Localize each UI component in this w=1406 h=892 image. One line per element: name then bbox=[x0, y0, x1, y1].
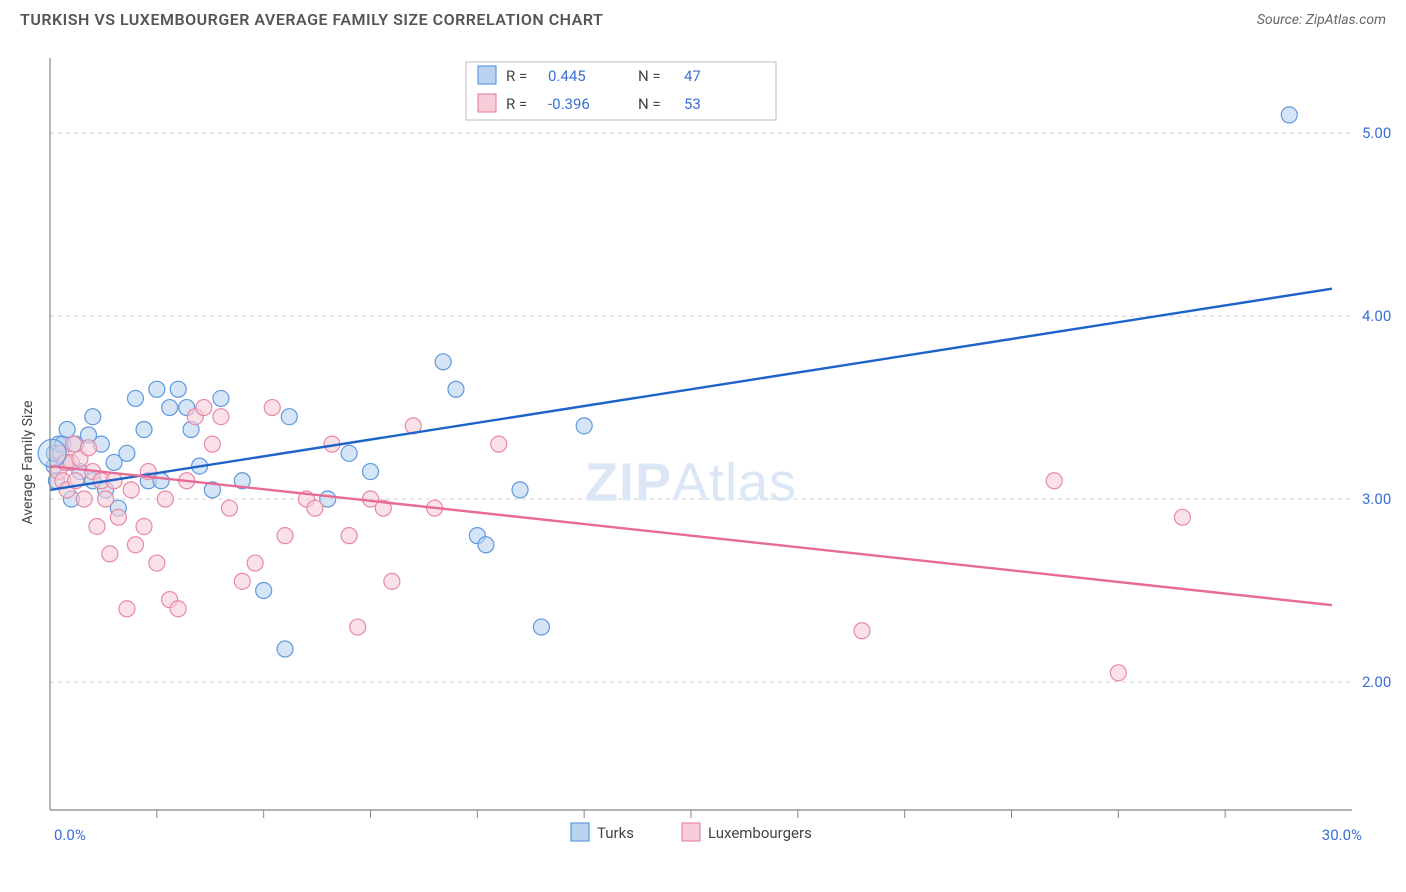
x-tick-label: 30.0% bbox=[1322, 826, 1362, 844]
data-point-luxembourgers bbox=[123, 482, 139, 498]
legend-r-value: 0.445 bbox=[548, 67, 586, 85]
data-point-luxembourgers bbox=[350, 619, 366, 635]
data-point-turks bbox=[162, 400, 178, 416]
data-point-turks bbox=[363, 464, 379, 480]
legend-n-label: N = bbox=[638, 67, 661, 85]
legend-n-value: 47 bbox=[684, 67, 701, 85]
chart-title: TURKISH VS LUXEMBOURGER AVERAGE FAMILY S… bbox=[20, 10, 603, 29]
data-point-turks bbox=[576, 418, 592, 434]
data-point-turks bbox=[59, 422, 75, 438]
data-point-luxembourgers bbox=[221, 500, 237, 516]
data-point-luxembourgers bbox=[170, 601, 186, 617]
data-point-luxembourgers bbox=[196, 400, 212, 416]
data-point-turks bbox=[1281, 107, 1297, 123]
legend-swatch-luxembourgers bbox=[478, 94, 496, 112]
data-point-luxembourgers bbox=[119, 601, 135, 617]
data-point-luxembourgers bbox=[89, 518, 105, 534]
data-point-turks bbox=[170, 381, 186, 397]
data-point-turks bbox=[256, 582, 272, 598]
legend-swatch-turks bbox=[478, 66, 496, 84]
source-label: Source: ZipAtlas.com bbox=[1257, 12, 1386, 28]
data-point-luxembourgers bbox=[384, 573, 400, 589]
data-point-turks bbox=[435, 354, 451, 370]
y-tick-label: 4.00 bbox=[1362, 307, 1391, 325]
y-axis-label: Average Family Size bbox=[20, 400, 36, 524]
data-point-luxembourgers bbox=[110, 509, 126, 525]
data-point-turks bbox=[478, 537, 494, 553]
legend-n-label: N = bbox=[638, 95, 661, 113]
watermark: ZIPAtlas bbox=[585, 453, 797, 513]
bottom-legend-swatch-luxembourgers bbox=[682, 823, 700, 841]
data-point-turks bbox=[149, 381, 165, 397]
y-tick-label: 2.00 bbox=[1362, 673, 1391, 691]
data-point-turks bbox=[341, 445, 357, 461]
chart-container: 2.00 3.00 4.00 5.00 ZIPAtlas 0.0% 30.0% Average… bbox=[14, 40, 1392, 878]
data-point-luxembourgers bbox=[102, 546, 118, 562]
legend-r-label: R = bbox=[506, 67, 527, 85]
data-point-luxembourgers bbox=[854, 623, 870, 639]
data-point-turks bbox=[533, 619, 549, 635]
data-point-turks bbox=[512, 482, 528, 498]
data-point-luxembourgers bbox=[307, 500, 323, 516]
x-tick-label: 0.0% bbox=[54, 826, 86, 844]
data-point-luxembourgers bbox=[264, 400, 280, 416]
data-point-turks bbox=[119, 445, 135, 461]
y-tick-label: 5.00 bbox=[1362, 124, 1391, 142]
scatter-chart: 2.00 3.00 4.00 5.00 ZIPAtlas 0.0% 30.0% Average… bbox=[14, 40, 1392, 878]
data-point-turks bbox=[136, 422, 152, 438]
data-point-luxembourgers bbox=[204, 436, 220, 452]
data-point-luxembourgers bbox=[1046, 473, 1062, 489]
data-point-luxembourgers bbox=[341, 528, 357, 544]
data-point-turks bbox=[277, 641, 293, 657]
data-point-luxembourgers bbox=[234, 573, 250, 589]
bottom-legend-swatch-turks bbox=[571, 823, 589, 841]
data-point-luxembourgers bbox=[149, 555, 165, 571]
data-point-turks bbox=[213, 390, 229, 406]
bottom-legend-label: Luxembourgers bbox=[708, 824, 812, 842]
data-point-luxembourgers bbox=[76, 491, 92, 507]
data-point-luxembourgers bbox=[66, 436, 82, 452]
y-tick-label: 3.00 bbox=[1362, 490, 1391, 508]
data-point-turks bbox=[85, 409, 101, 425]
data-point-luxembourgers bbox=[127, 537, 143, 553]
data-point-turks bbox=[448, 381, 464, 397]
data-point-luxembourgers bbox=[247, 555, 263, 571]
data-point-luxembourgers bbox=[1174, 509, 1190, 525]
data-point-turks bbox=[127, 390, 143, 406]
data-point-luxembourgers bbox=[491, 436, 507, 452]
data-point-luxembourgers bbox=[157, 491, 173, 507]
data-point-turks bbox=[281, 409, 297, 425]
data-point-turks bbox=[38, 439, 66, 467]
data-point-luxembourgers bbox=[1110, 665, 1126, 681]
data-point-luxembourgers bbox=[98, 491, 114, 507]
legend-n-value: 53 bbox=[684, 95, 701, 113]
bottom-legend-label: Turks bbox=[597, 824, 634, 842]
data-point-luxembourgers bbox=[213, 409, 229, 425]
data-point-luxembourgers bbox=[277, 528, 293, 544]
data-point-luxembourgers bbox=[80, 440, 96, 456]
data-point-luxembourgers bbox=[136, 518, 152, 534]
legend-r-value: -0.396 bbox=[548, 95, 590, 113]
legend-r-label: R = bbox=[506, 95, 527, 113]
